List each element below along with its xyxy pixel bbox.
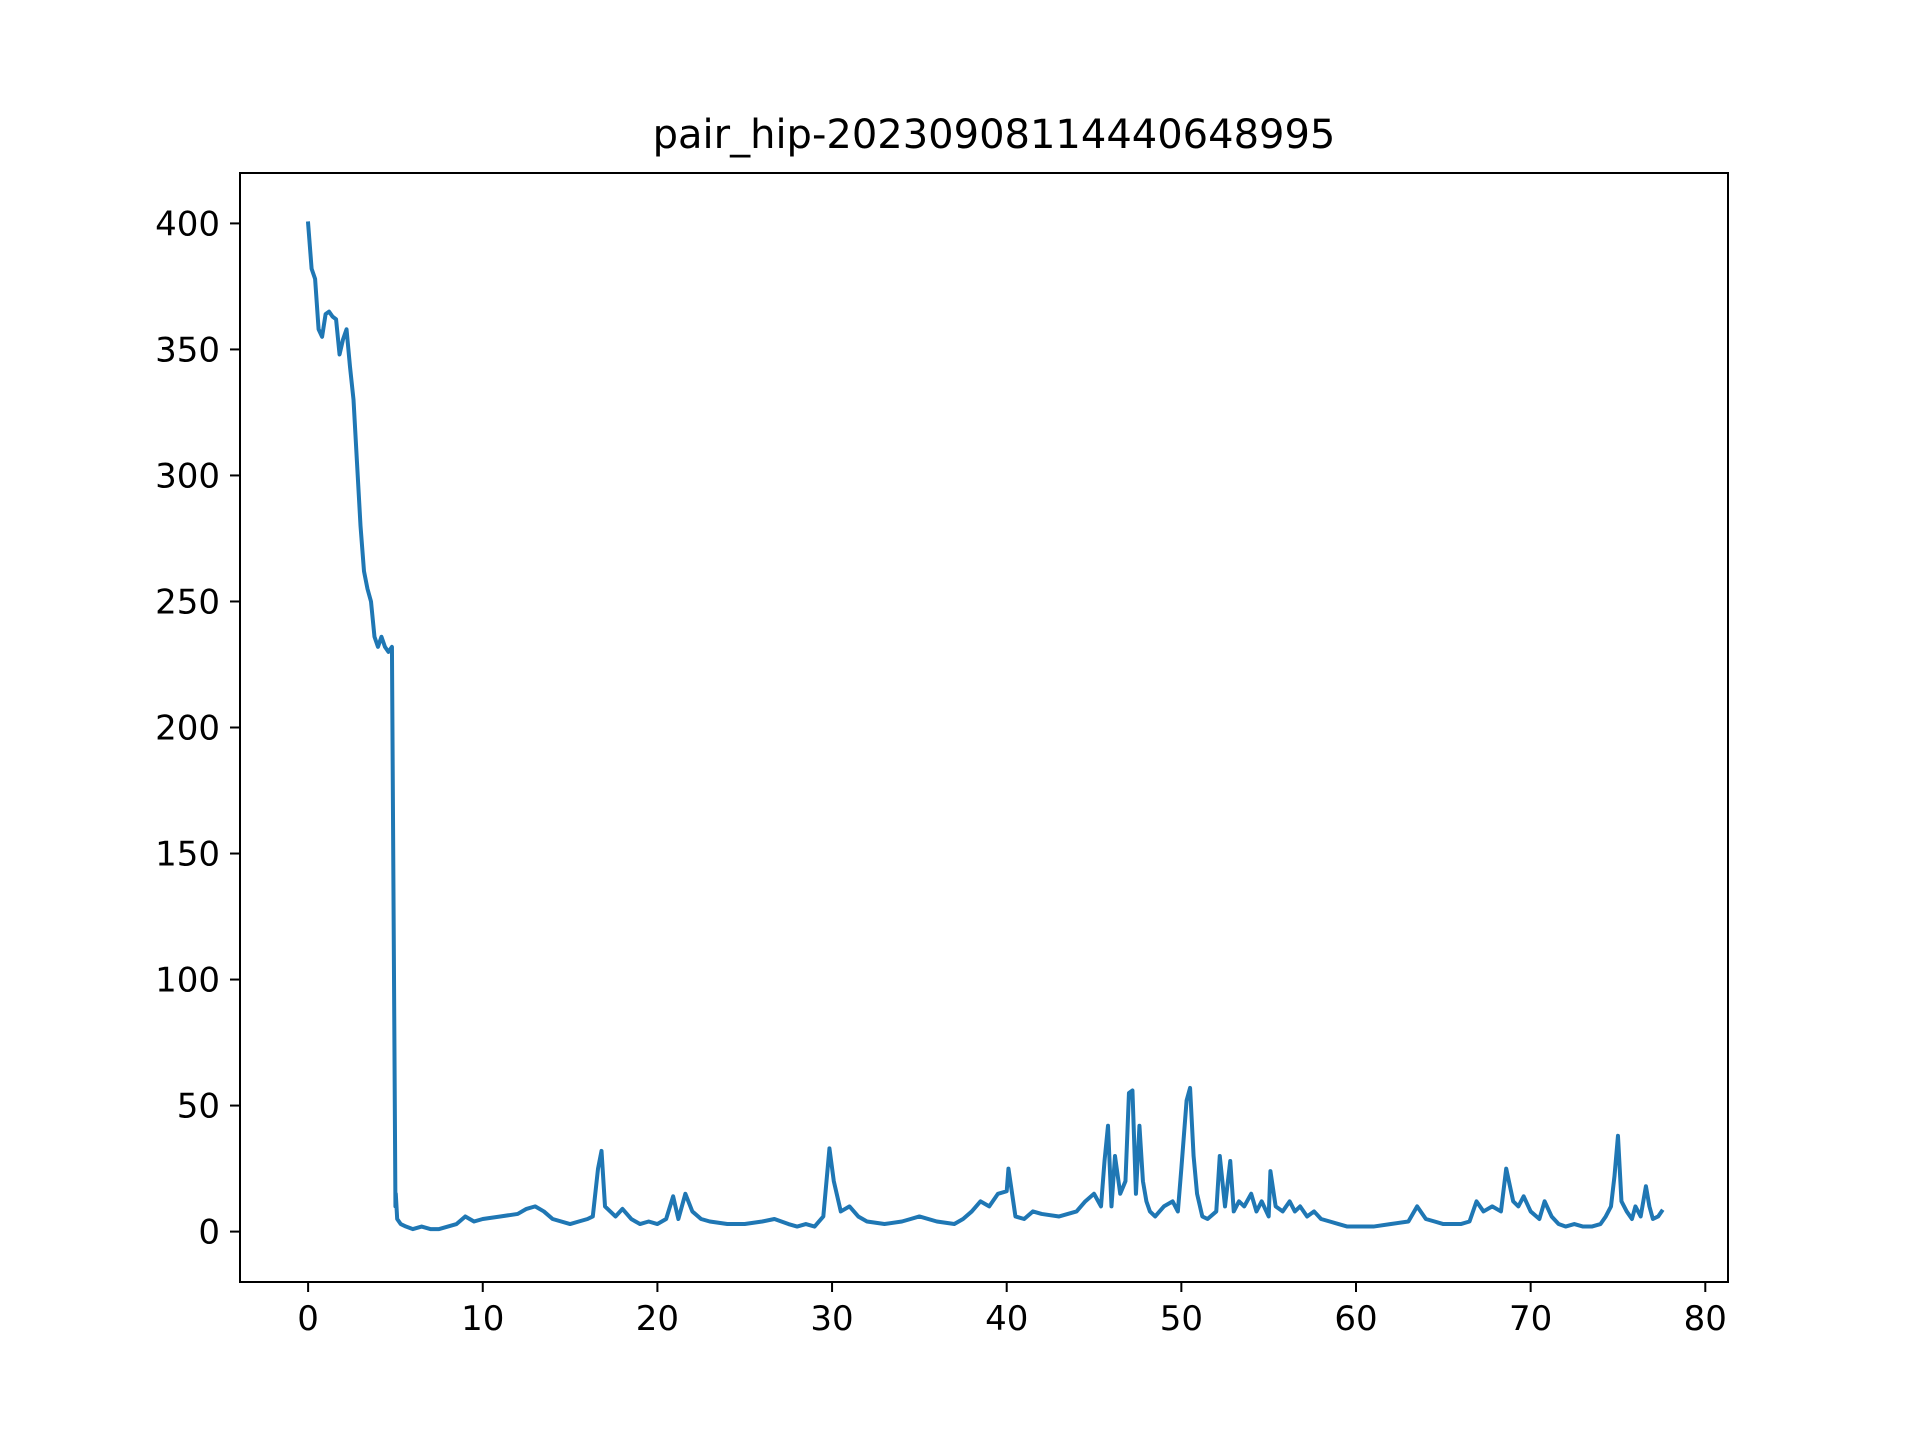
x-tick-label: 10 [461,1299,504,1339]
x-tick-label: 30 [810,1299,853,1339]
y-tick-label: 100 [155,961,220,1001]
x-tick-label: 80 [1684,1299,1727,1339]
x-tick-label: 70 [1509,1299,1552,1339]
series-line-0 [305,221,1665,1232]
y-axis: 0 50 100 150 200 250 300 350 400 [155,204,240,1253]
y-tick-label: 400 [155,204,220,244]
plot-frame [239,172,1729,1283]
plot-area [240,173,1728,1282]
x-tick-label: 60 [1334,1299,1377,1339]
y-tick-label: 150 [155,835,220,875]
y-tick-label: 50 [177,1087,220,1127]
x-tick-label: 50 [1160,1299,1203,1339]
series-layer [305,221,1665,1232]
y-tick-label: 0 [198,1213,220,1253]
y-tick-label: 200 [155,709,220,749]
x-tick-label: 0 [297,1299,319,1339]
x-tick-label: 40 [985,1299,1028,1339]
x-tick-label: 20 [636,1299,679,1339]
chart-title: pair_hip-20230908114440648995 [653,112,1336,158]
y-tick-label: 350 [155,330,220,370]
x-axis: 0 10 20 30 40 50 60 70 80 [297,1282,1727,1339]
y-tick-label: 300 [155,456,220,496]
y-tick-label: 250 [155,582,220,622]
